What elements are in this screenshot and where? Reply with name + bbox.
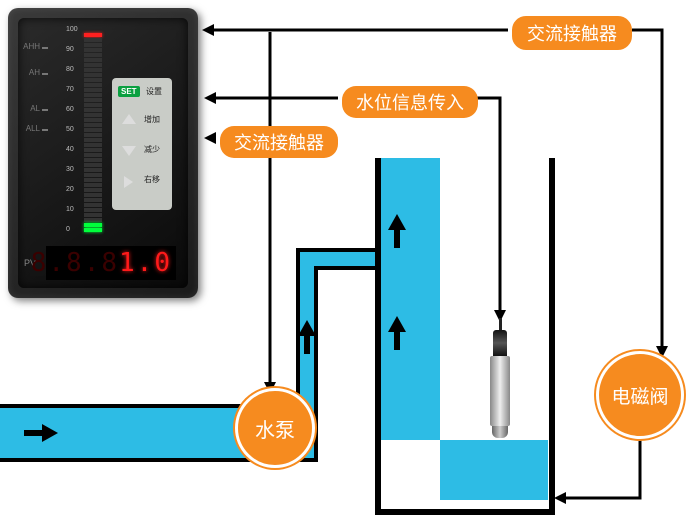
level-bargraph bbox=[84, 28, 102, 232]
set-label-zh: 设置 bbox=[146, 86, 162, 97]
callout-water-info: 水位信息传入 bbox=[342, 86, 478, 118]
label-al: AL bbox=[18, 104, 40, 113]
label-ah: AH bbox=[18, 68, 40, 77]
callout-ac-contactor-mid: 交流接触器 bbox=[220, 126, 338, 158]
level-sensor-probe bbox=[490, 318, 510, 438]
label-all: ALL bbox=[18, 124, 40, 133]
callout-ac-contactor-top: 交流接触器 bbox=[512, 16, 632, 50]
set-button[interactable]: SET bbox=[118, 86, 140, 97]
pv-display: 8.8.81.0 bbox=[46, 246, 176, 280]
display-ghost: 8.8.8 bbox=[31, 248, 119, 278]
display-value: 1.0 bbox=[119, 248, 172, 278]
label-ahh: AHH bbox=[18, 42, 40, 51]
up-button[interactable] bbox=[122, 114, 136, 124]
valve-label: 电磁阀 bbox=[611, 382, 668, 409]
valve-badge: 电磁阀 bbox=[596, 351, 684, 439]
pump-badge: 水泵 bbox=[235, 388, 315, 468]
pump-label: 水泵 bbox=[255, 414, 295, 443]
down-button[interactable] bbox=[122, 146, 136, 156]
right-label: 右移 bbox=[144, 174, 160, 185]
down-label: 减少 bbox=[144, 144, 160, 155]
button-panel-bg bbox=[112, 78, 172, 210]
level-controller-device: 100 90 80 70 60 50 40 30 20 10 0 AHH AH … bbox=[8, 8, 198, 298]
up-label: 增加 bbox=[144, 114, 160, 125]
right-button[interactable] bbox=[124, 176, 133, 188]
